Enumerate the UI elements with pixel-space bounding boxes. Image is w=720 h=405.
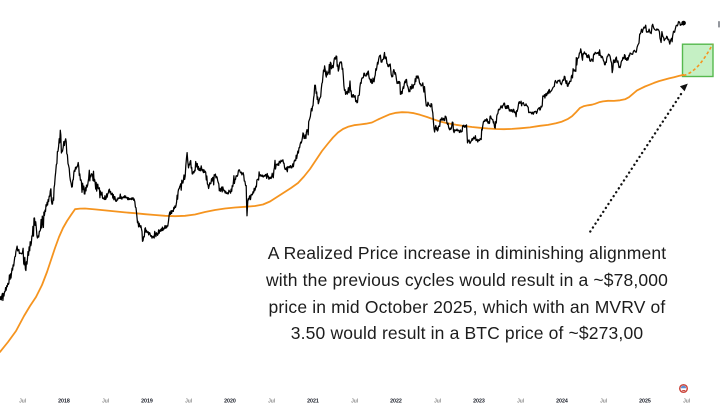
svg-text:Jul: Jul — [185, 399, 192, 405]
svg-text:2018: 2018 — [58, 399, 70, 405]
svg-text:2022: 2022 — [390, 399, 402, 405]
svg-text:Jul: Jul — [102, 399, 109, 405]
svg-text:Jul: Jul — [517, 399, 524, 405]
svg-text:Jul: Jul — [268, 399, 275, 405]
svg-text:Jul: Jul — [600, 399, 607, 405]
svg-text:Jul: Jul — [351, 399, 358, 405]
svg-text:2021: 2021 — [307, 399, 319, 405]
svg-text:Jul: Jul — [683, 399, 690, 405]
svg-text:2023: 2023 — [473, 399, 485, 405]
svg-text:2024: 2024 — [556, 399, 568, 405]
svg-text:Jul: Jul — [434, 399, 441, 405]
svg-text:2020: 2020 — [224, 399, 236, 405]
svg-text:2025: 2025 — [639, 399, 651, 405]
svg-text:2019: 2019 — [141, 399, 153, 405]
svg-text:Jul: Jul — [19, 399, 26, 405]
